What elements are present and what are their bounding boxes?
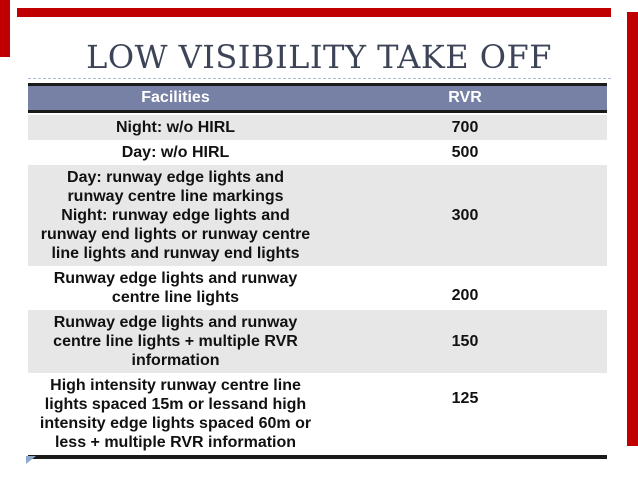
rvr-cell: 125	[451, 390, 479, 407]
slide-title: LOW VISIBILITY TAKE OFF	[86, 38, 552, 76]
table-row: High intensity runway centre line lights…	[28, 373, 607, 455]
dashed-divider	[28, 78, 611, 79]
rvr-table: Facilities RVR Night: w/o HIRL 700 Day: …	[28, 83, 607, 459]
table-row: Day: w/o HIRL 500	[28, 140, 607, 165]
facility-cell: Runway edge lights and runway centre lin…	[53, 314, 298, 369]
rvr-cell: 500	[451, 144, 479, 161]
table-row: Night: w/o HIRL 700	[28, 115, 607, 140]
red-accent-bar-top	[17, 8, 611, 17]
facility-cell: Night: w/o HIRL	[115, 119, 236, 136]
rvr-cell: 150	[451, 333, 479, 350]
corner-triangle-decoration	[26, 456, 36, 464]
facility-cell: High intensity runway centre line lights…	[39, 377, 312, 451]
table-row: Runway edge lights and runway centre lin…	[28, 310, 607, 373]
facility-cell: Day: runway edge lights and runway centr…	[40, 169, 311, 262]
table-row: Runway edge lights and runway centre lin…	[28, 266, 607, 310]
rvr-cell: 700	[451, 119, 479, 136]
facility-cell: Runway edge lights and runway centre lin…	[53, 270, 298, 306]
table-row: Day: runway edge lights and runway centr…	[28, 165, 607, 266]
column-header-rvr: RVR	[448, 89, 482, 106]
facility-cell: Day: w/o HIRL	[121, 144, 230, 161]
column-header-facilities: Facilities	[141, 89, 210, 106]
red-accent-bar-right	[627, 12, 638, 446]
red-accent-bar-left	[0, 0, 10, 57]
rvr-cell: 300	[451, 207, 479, 224]
table-header-row: Facilities RVR	[28, 83, 607, 113]
rvr-cell: 200	[451, 287, 479, 304]
